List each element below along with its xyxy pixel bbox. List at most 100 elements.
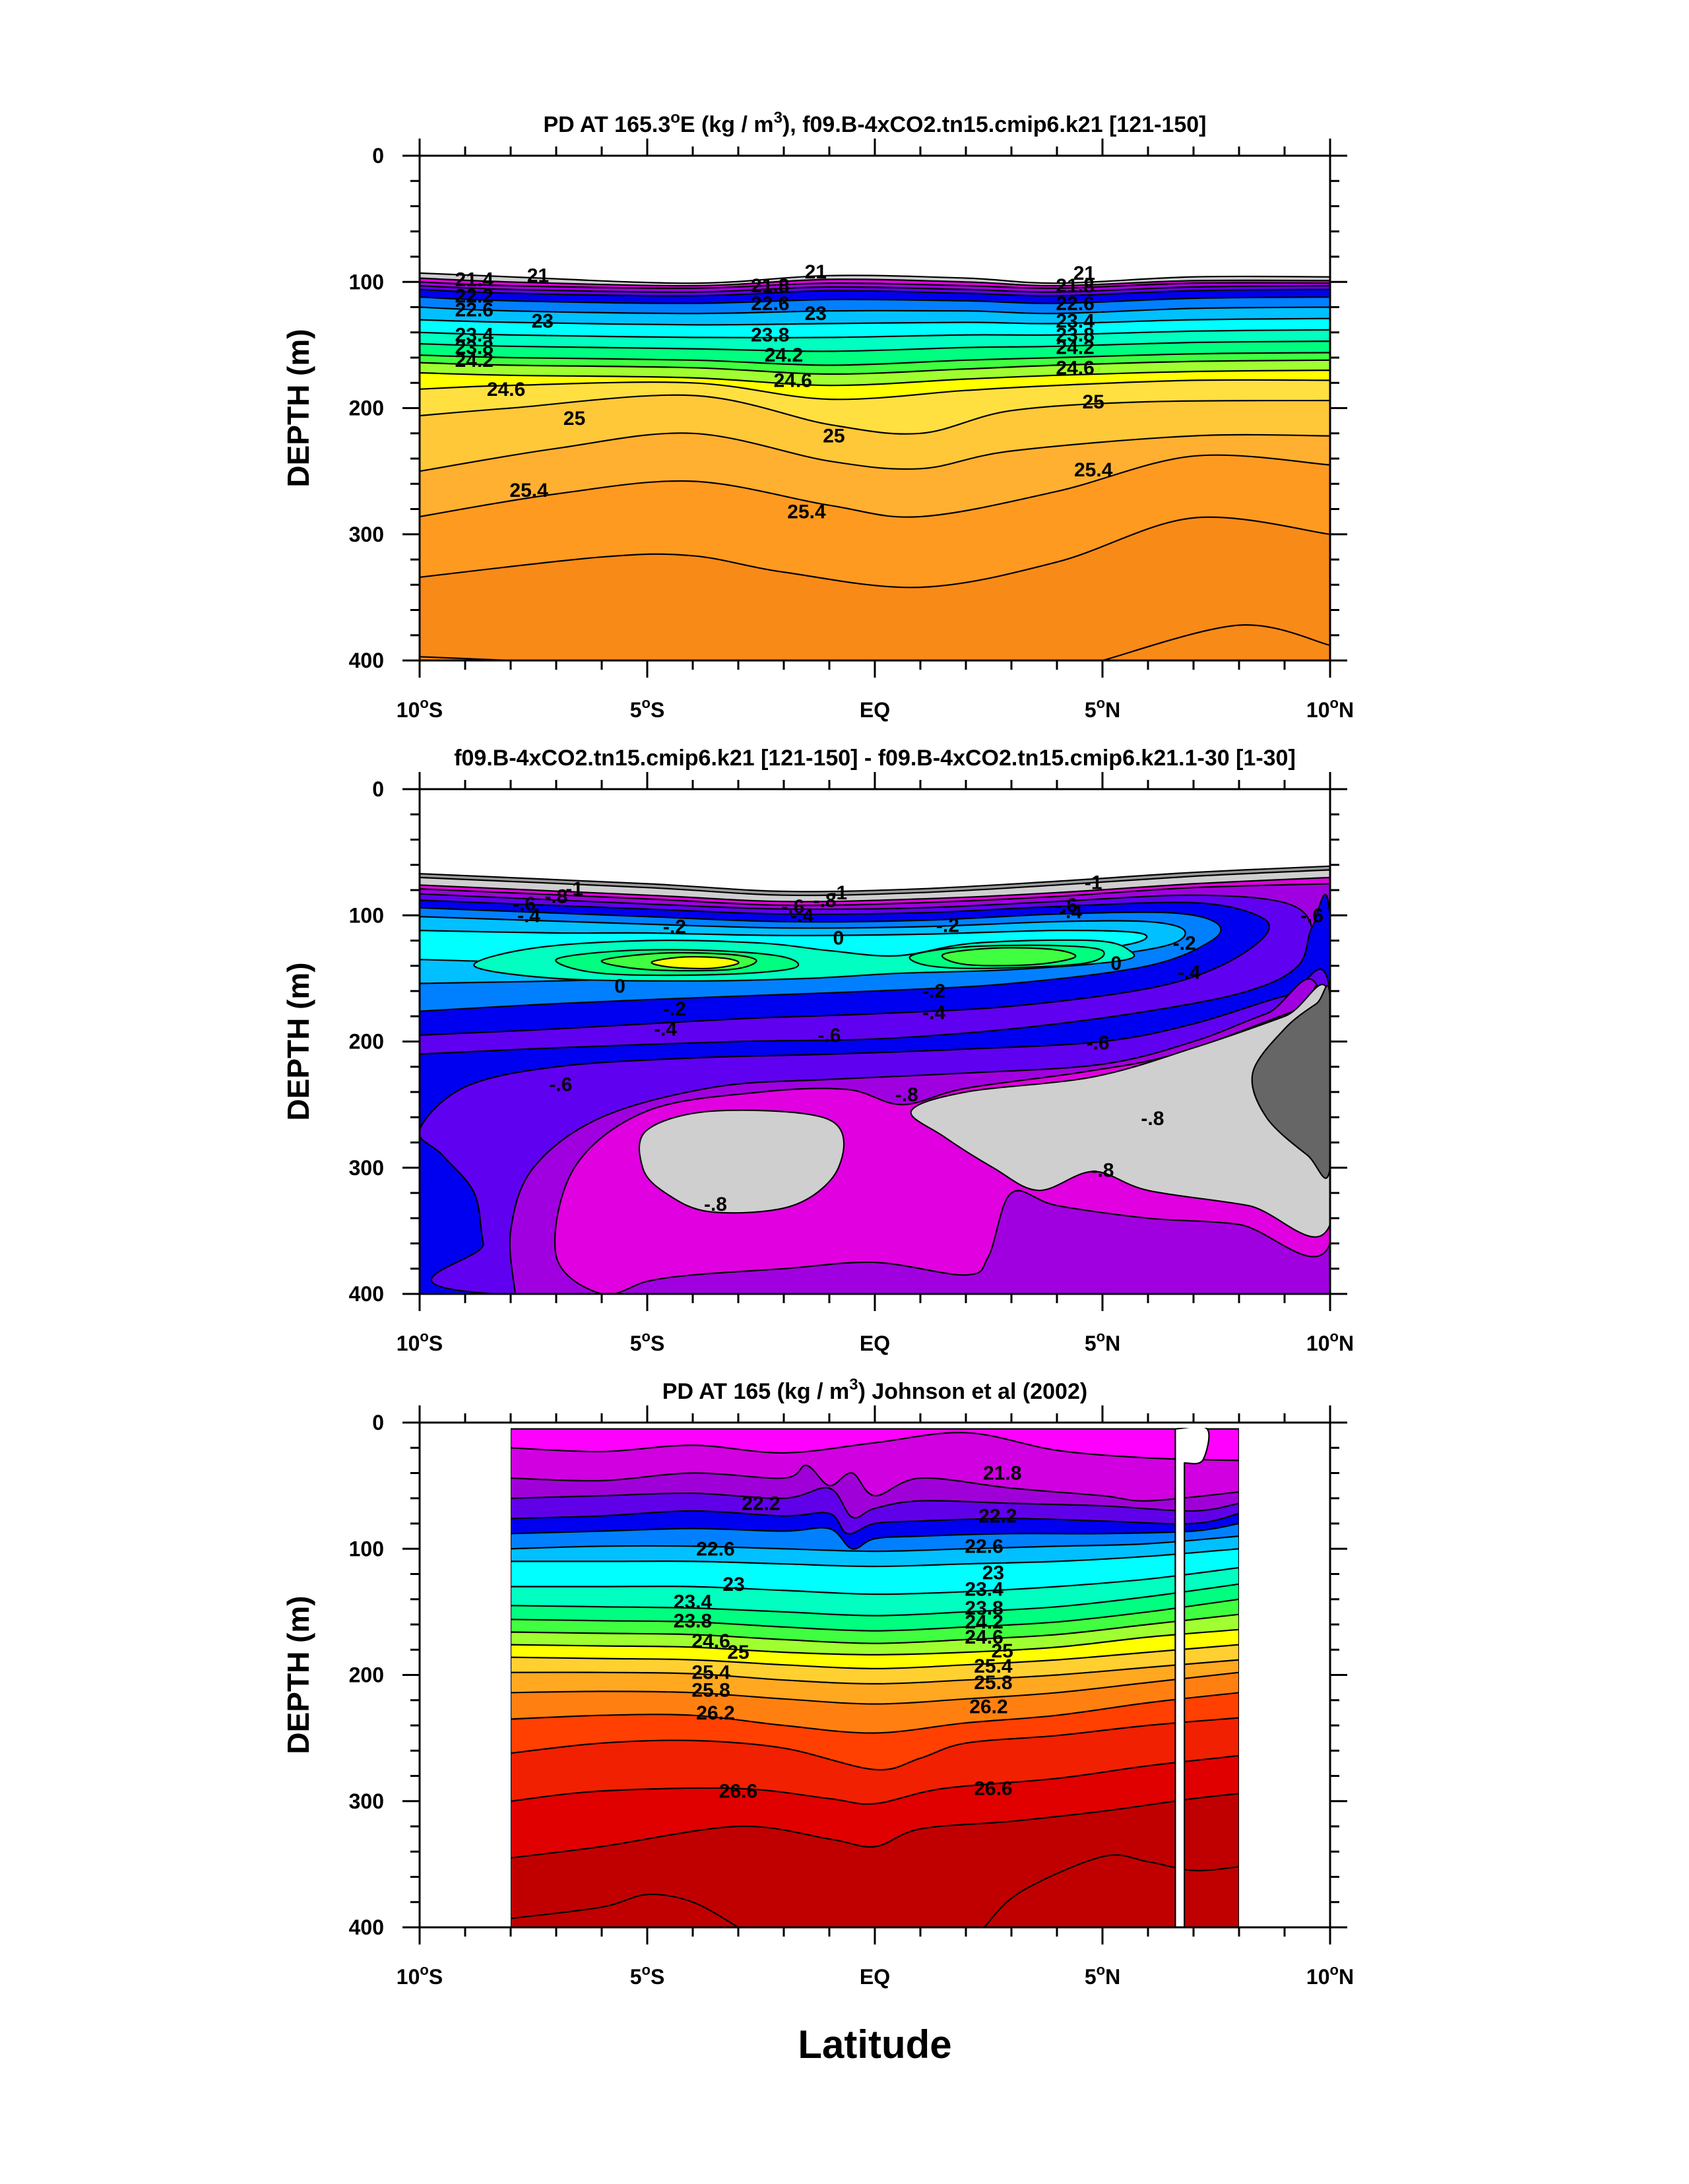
y-tick-label: 400 [349, 1282, 384, 1306]
y-tick-label: 100 [349, 270, 384, 294]
contour-label: 24.2 [765, 344, 803, 366]
y-axis-label: DEPTH (m) [281, 329, 315, 487]
contour-label: -.2 [663, 916, 686, 938]
contour-label: 25 [563, 408, 585, 430]
y-axis-label: DEPTH (m) [281, 962, 315, 1120]
contour-band-25p8b [1101, 624, 1330, 660]
contour-label: 25 [992, 1640, 1013, 1662]
contour-label: -.8 [1141, 1108, 1164, 1130]
contour-label: 24.6 [1056, 357, 1094, 379]
contour-label: 24.6 [487, 379, 525, 401]
contour-label: 23.8 [965, 1597, 1003, 1619]
contour-label: 25 [727, 1642, 749, 1663]
x-tick-label: 10oS [397, 695, 443, 722]
contour-label: 25.4 [1074, 459, 1113, 481]
contour-panel-2: -1-.8-.6-.4-.20-.2-.4-.6-1-.8-.6-.40-.2-… [281, 746, 1354, 1355]
x-tick-label: 10oN [1306, 1328, 1354, 1355]
contour-label: -.6 [1054, 895, 1077, 916]
contour-label: 24.2 [455, 350, 494, 371]
contour-label: 21.8 [751, 275, 789, 297]
contour-label: -.6 [513, 893, 536, 915]
contour-label: 23.8 [1056, 325, 1094, 346]
contour-label: 26.6 [719, 1780, 757, 1802]
y-tick-label: 200 [349, 1663, 384, 1687]
contour-label: 23.8 [751, 325, 789, 346]
contour-label: 26.2 [696, 1702, 734, 1724]
contour-label: 25 [1083, 391, 1104, 413]
y-tick-label: 0 [372, 144, 384, 168]
contour-label: 24.2 [965, 1611, 1003, 1633]
contour-label: 22.6 [751, 293, 789, 315]
contour-label: -.6 [1087, 1032, 1110, 1054]
contour-label: 21.8 [983, 1463, 1021, 1485]
contour-label: -1 [1085, 872, 1102, 894]
x-tick-label: 5oS [630, 1962, 665, 1989]
contour-label: -.4 [517, 905, 540, 926]
contour-label: 23 [805, 303, 827, 325]
y-tick-label: 100 [349, 1537, 384, 1560]
x-tick-label: 5oN [1085, 695, 1120, 722]
contour-label: 23.4 [455, 325, 494, 346]
contour-label: 23.4 [674, 1591, 713, 1613]
contour-label: 23.4 [965, 1578, 1004, 1600]
y-tick-label: 400 [349, 649, 384, 672]
x-tick-label: 10oS [397, 1328, 443, 1355]
y-tick-label: 300 [349, 1156, 384, 1180]
contour-label: -.6 [549, 1074, 572, 1096]
x-tick-label: 5oS [630, 695, 665, 722]
contour-label: -1 [565, 878, 583, 900]
contour-label: -.4 [922, 1002, 945, 1024]
panel-title: f09.B-4xCO2.tn15.cmip6.k21 [121-150] - f… [454, 746, 1296, 771]
contour-field [420, 789, 1330, 1294]
y-tick-label: 200 [349, 397, 384, 420]
contour-label: -.4 [654, 1018, 677, 1040]
contour-panel-1: 2121.422.222.62323.423.824.224.62525.421… [281, 109, 1354, 722]
contour-label: -.8 [704, 1194, 727, 1215]
contour-label: -.2 [936, 915, 959, 937]
x-tick-label: EQ [860, 698, 890, 722]
contour-band--0p9 [638, 1109, 845, 1214]
contour-label: -.4 [1059, 901, 1082, 923]
contour-label: 25.4 [509, 480, 548, 501]
contour-label: 23 [532, 311, 554, 333]
contour-label: -.8 [1091, 1160, 1114, 1182]
contour-band--1p1 [1251, 984, 1330, 1179]
contour-label: -.6 [1300, 905, 1323, 926]
contour-label: -.6 [781, 896, 804, 918]
x-axis-label: Latitude [798, 2022, 951, 2067]
y-tick-label: 100 [349, 903, 384, 927]
contour-label: 22.6 [1056, 293, 1094, 315]
contour-label: 22.2 [978, 1506, 1017, 1527]
contour-label: 25.4 [974, 1655, 1013, 1677]
contour-label: 25.8 [974, 1672, 1012, 1694]
y-tick-label: 400 [349, 1915, 384, 1939]
contour-band-27p0 [511, 1893, 740, 1927]
contour-label: 22.6 [696, 1538, 734, 1560]
contour-label: -.8 [544, 886, 567, 908]
contour-label: 21 [805, 261, 827, 283]
contour-band-0p3 [651, 955, 740, 970]
contour-label: -1 [829, 882, 847, 904]
contour-label: 23.8 [674, 1610, 712, 1632]
contour-label: -.8 [813, 889, 837, 911]
contour-label: 21 [1073, 263, 1095, 284]
contour-label: 25.4 [691, 1662, 730, 1684]
contour-band-25p6 [420, 516, 1330, 660]
contour-label: -.8 [895, 1084, 918, 1106]
x-tick-label: 5oN [1085, 1962, 1120, 1989]
contour-label: 24.2 [1056, 337, 1094, 359]
contour-label: 22.6 [455, 299, 494, 321]
contour-label: 21 [527, 265, 549, 287]
x-tick-label: 10oN [1306, 1962, 1354, 1989]
x-tick-label: EQ [860, 1332, 890, 1355]
contour-label: 22.6 [965, 1535, 1003, 1557]
y-tick-label: 200 [349, 1030, 384, 1054]
contour-label: 26.6 [974, 1778, 1012, 1800]
y-tick-label: 0 [372, 1411, 384, 1434]
contour-label: -.4 [790, 905, 813, 926]
contour-label: 26.2 [969, 1696, 1007, 1718]
contour-label: -.4 [1178, 961, 1201, 983]
contour-label: 24.6 [691, 1630, 730, 1652]
y-axis-label: DEPTH (m) [281, 1595, 315, 1754]
